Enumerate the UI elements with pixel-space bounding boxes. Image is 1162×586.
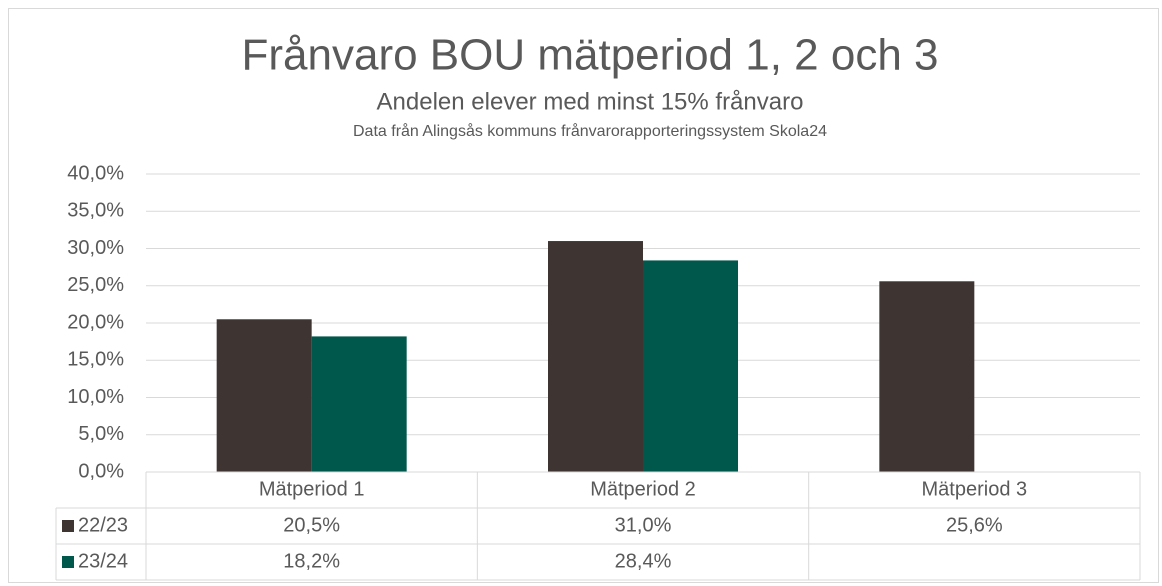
legend-swatch — [62, 556, 74, 568]
y-tick-label: 25,0% — [67, 274, 124, 296]
bar — [548, 241, 643, 472]
chart-source: Data från Alingsås kommuns frånvarorappo… — [353, 122, 827, 140]
legend-swatch — [62, 520, 74, 532]
y-tick-label: 40,0% — [67, 162, 124, 184]
y-tick-label: 30,0% — [67, 237, 124, 259]
y-tick-label: 35,0% — [67, 200, 124, 222]
x-tick-label: Mätperiod 3 — [922, 478, 1028, 500]
y-tick-label: 5,0% — [78, 423, 124, 445]
bar — [879, 281, 975, 472]
chart-title: Frånvaro BOU mätperiod 1, 2 och 3 — [242, 31, 939, 80]
bar — [216, 319, 312, 472]
table-value: 31,0% — [615, 514, 672, 536]
table-value: 25,6% — [946, 514, 1003, 536]
table-value: 18,2% — [283, 550, 340, 572]
table-value: 20,5% — [283, 514, 340, 536]
bar — [311, 336, 407, 472]
x-tick-label: Mätperiod 1 — [259, 478, 365, 500]
y-tick-label: 0,0% — [78, 460, 124, 482]
bar — [643, 260, 738, 472]
chart-subtitle: Andelen elever med minst 15% frånvaro — [377, 88, 804, 115]
x-tick-label: Mätperiod 2 — [590, 478, 696, 500]
legend-label: 23/24 — [78, 550, 128, 572]
y-tick-label: 20,0% — [67, 311, 124, 333]
table-value: 28,4% — [615, 550, 672, 572]
legend-label: 22/23 — [78, 514, 128, 536]
y-tick-label: 10,0% — [67, 386, 124, 408]
y-tick-label: 15,0% — [67, 349, 124, 371]
